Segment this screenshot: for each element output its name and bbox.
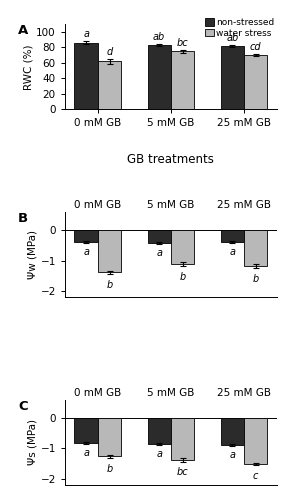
Bar [244, 418, 267, 465]
Text: B: B [18, 212, 28, 225]
Text: a: a [156, 450, 162, 460]
Text: a: a [229, 247, 235, 257]
Y-axis label: RWC (%): RWC (%) [23, 44, 33, 90]
Text: ab: ab [226, 32, 238, 42]
Text: C: C [18, 400, 28, 412]
Bar [98, 230, 121, 272]
Text: a: a [156, 248, 162, 258]
Text: 5 mM GB: 5 mM GB [147, 200, 194, 210]
Bar [171, 230, 194, 264]
Text: bc: bc [177, 468, 188, 477]
Bar [244, 55, 267, 110]
Bar [220, 418, 244, 445]
Bar [74, 42, 98, 110]
Text: 25 mM GB: 25 mM GB [217, 200, 271, 210]
Text: d: d [106, 47, 113, 57]
Text: cd: cd [250, 42, 261, 52]
Bar [147, 230, 171, 243]
Text: 5 mM GB: 5 mM GB [147, 388, 194, 398]
Text: A: A [18, 24, 28, 37]
Bar [98, 418, 121, 456]
Legend: non-stressed, water stress: non-stressed, water stress [205, 18, 274, 38]
Text: a: a [83, 29, 89, 39]
Bar [171, 51, 194, 110]
Bar [220, 230, 244, 241]
Text: 25 mM GB: 25 mM GB [217, 388, 271, 398]
Text: b: b [106, 464, 113, 473]
Bar [98, 62, 121, 110]
Title: GB treatments: GB treatments [127, 153, 214, 166]
Bar [147, 418, 171, 444]
Bar [171, 418, 194, 460]
Text: a: a [229, 450, 235, 460]
Text: a: a [83, 448, 89, 458]
Text: b: b [180, 272, 186, 282]
Bar [74, 418, 98, 443]
Bar [147, 45, 171, 110]
Text: a: a [83, 247, 89, 257]
Text: bc: bc [177, 38, 188, 48]
Text: b: b [106, 280, 113, 289]
Y-axis label: Ψs (MPa): Ψs (MPa) [28, 420, 38, 466]
Text: c: c [253, 472, 258, 482]
Bar [244, 230, 267, 266]
Text: 0 mM GB: 0 mM GB [74, 200, 121, 210]
Y-axis label: Ψw (MPa): Ψw (MPa) [28, 230, 38, 279]
Bar [74, 230, 98, 241]
Bar [220, 46, 244, 110]
Text: ab: ab [153, 32, 165, 42]
Text: 0 mM GB: 0 mM GB [74, 388, 121, 398]
Text: b: b [253, 274, 259, 284]
